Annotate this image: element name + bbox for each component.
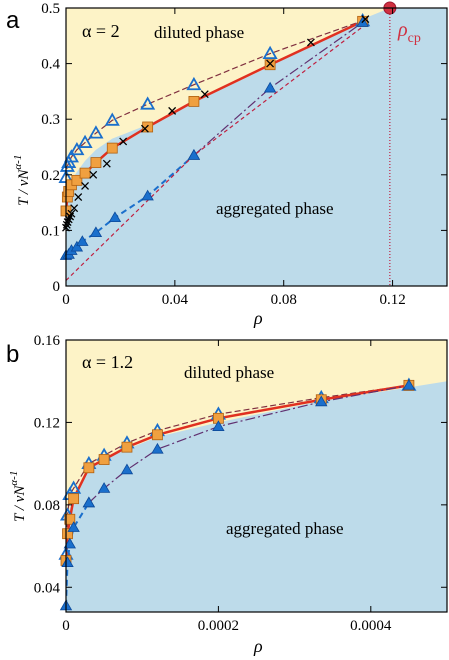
panel-b-ylabel-main: T / νN: [12, 485, 28, 522]
cross-marker: [70, 204, 79, 213]
y-tick-label: 0: [53, 279, 61, 295]
x-tick-label: 0.04: [162, 292, 189, 308]
triangle-marker: [63, 537, 77, 549]
square-marker: [264, 59, 276, 71]
x-tick-label: 0: [62, 292, 70, 308]
panel-a-plot: 0 0.04 0.08 0.12 0 0.1 0.2 0.3 0.4 0.5: [41, 1, 448, 308]
cross-marker: [200, 90, 209, 99]
triangle-marker: [141, 189, 154, 201]
panel-b-ylabel: T / νNα-1: [8, 471, 28, 522]
open-triangle-marker: [140, 96, 156, 110]
square-marker: [79, 167, 91, 179]
panel-a: a 0 0.04 0.08 0.12 0 0.1 0.2 0.3 0.4 0.5 α = 2 di…: [6, 1, 448, 328]
cross-marker: [74, 193, 83, 201]
y-tick-label: 0.12: [34, 415, 60, 431]
square-marker: [98, 454, 110, 465]
square-marker: [152, 429, 163, 441]
aggregated-region: [66, 8, 447, 286]
cross-marker: [266, 59, 275, 68]
panel-a-rho-cp-label: ρcp: [397, 19, 421, 46]
triangle-marker: [402, 379, 416, 390]
open-triangle-marker: [104, 112, 120, 126]
axes-frame: [65, 7, 448, 287]
y-tick-label: 0.16: [34, 333, 61, 349]
triangle-marker: [120, 463, 134, 475]
square-marker: [90, 157, 102, 168]
panel-a-diluted-label: diluted phase: [154, 23, 244, 42]
square-marker: [71, 174, 83, 186]
open-triangle-marker: [88, 125, 104, 139]
square-marker: [64, 513, 76, 525]
triangle-marker: [82, 496, 96, 508]
triangle-marker: [89, 226, 103, 238]
plot-area: [66, 8, 447, 286]
cross-marker: [168, 106, 177, 115]
panel-a-letter: a: [6, 7, 20, 34]
triangle-marker: [187, 149, 201, 160]
panel-b-alpha-label: α = 1.2: [82, 352, 133, 372]
cross-marker: [119, 137, 128, 146]
y-tick-label: 0.08: [34, 498, 60, 514]
square-marker: [68, 493, 80, 505]
triangle-marker: [151, 442, 164, 454]
panel-b-plot: 0 0.0002 0.0004 0.04 0.08 0.12 0.16: [34, 333, 448, 634]
triangle-marker: [76, 235, 89, 246]
square-marker: [62, 528, 73, 540]
panel-b-ylabel-sup: α-1: [8, 471, 20, 486]
x-tick-label: 0.0004: [350, 618, 392, 634]
x-tick-label: 0.08: [271, 292, 297, 308]
x-tick-label: 0: [62, 618, 70, 634]
cross-marker: [306, 38, 315, 47]
triangle-marker: [315, 395, 328, 407]
panel-b-diluted-label: diluted phase: [184, 363, 274, 382]
open-triangle-marker: [69, 141, 85, 156]
panel-b-letter: b: [6, 341, 19, 368]
y-tick-label: 0.1: [41, 223, 60, 239]
cross-marker: [89, 170, 98, 179]
y-tick-label: 0.5: [41, 1, 60, 17]
triangle-marker: [212, 420, 225, 431]
y-tick-label: 0.3: [41, 112, 60, 128]
square-marker: [188, 96, 200, 107]
x-tick-label: 0.0002: [198, 618, 239, 634]
triangle-marker: [61, 556, 74, 567]
square-marker: [121, 441, 133, 453]
cross-marker: [81, 181, 90, 190]
panel-a-aggregated-label: aggregated phase: [216, 199, 334, 218]
open-triangle-marker: [262, 45, 278, 59]
panel-a-ylabel: T / νNα-1: [12, 155, 32, 206]
triangle-marker: [108, 211, 122, 223]
cross-marker: [67, 209, 76, 218]
square-marker: [83, 462, 95, 474]
panel-a-ylabel-main: T / νN: [16, 169, 32, 206]
axes-frame: [65, 339, 448, 613]
cross-marker: [140, 124, 149, 133]
cross-marker: [361, 15, 370, 24]
open-triangle-marker: [63, 149, 79, 163]
panel-b-aggregated-label: aggregated phase: [226, 519, 344, 538]
triangle-marker: [263, 81, 277, 93]
open-triangle-marker: [66, 480, 82, 494]
cross-marker: [62, 220, 71, 229]
cross-marker: [102, 159, 111, 168]
open-triangle-marker: [77, 134, 93, 148]
panel-a-xlabel: ρ: [253, 308, 263, 328]
x-tick-label: 0.12: [379, 292, 405, 308]
triangle-marker: [67, 521, 80, 532]
panel-a-ylabel-sup: α-1: [12, 155, 24, 170]
y-tick-label: 0.4: [41, 57, 60, 73]
panel-a-alpha-label: α = 2: [82, 21, 120, 41]
open-triangle-marker: [186, 76, 202, 91]
triangle-marker: [70, 240, 84, 252]
square-marker: [106, 142, 118, 154]
y-tick-label: 0.2: [41, 168, 60, 184]
y-tick-label: 0.04: [34, 580, 61, 596]
rho-symbol: ρ: [397, 19, 408, 41]
panel-b-xlabel: ρ: [253, 636, 263, 656]
rho-subscript: cp: [408, 31, 421, 46]
triangle-marker: [97, 482, 111, 493]
